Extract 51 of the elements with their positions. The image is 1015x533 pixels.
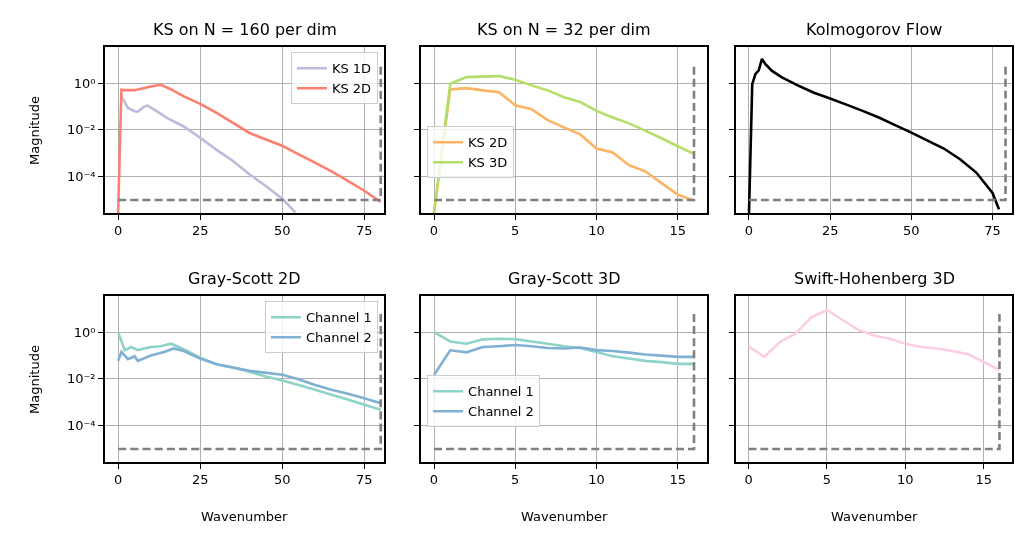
y-tick-label: 10⁻² [66,371,96,387]
x-tick-label: 50 [903,223,920,239]
legend-label: Channel 2 [468,404,534,420]
legend-label: KS 1D [331,61,372,77]
x-tick-label: 25 [191,472,209,488]
line-series [120,95,297,213]
y-tick-label: 10⁰ [73,75,96,91]
legend-label: KS 3D [468,155,508,171]
chart-title: Kolmogorov Flow [806,20,943,39]
chart-title: Gray-Scott 3D [508,269,621,288]
chart-title: Swift-Hohenberg 3D [794,269,956,288]
x-tick-label: 0 [744,223,754,239]
x-tick-label: 0 [113,472,123,488]
legend-label: KS 2D [468,135,508,151]
x-tick-label: 75 [356,223,373,239]
y-axis-title: Magnitude [26,96,42,165]
x-tick-label: 50 [273,223,291,239]
y-tick-label: 10⁰ [73,324,96,340]
x-tick-label: 5 [822,472,832,488]
x-axis-title: Wavenumber [521,509,609,524]
y-tick-label: 10⁻⁴ [66,418,96,434]
y-axis-title: Magnitude [26,345,42,414]
y-tick-label: 10⁻² [66,122,96,138]
x-tick-label: 10 [588,223,605,239]
legend-label: KS 2D [331,81,372,97]
x-tick-label: 75 [356,472,373,488]
x-tick-label: 5 [511,472,520,488]
x-tick-label: 15 [669,223,687,239]
x-axis-title: Wavenumber [201,509,289,524]
x-tick-label: 10 [588,472,605,488]
x-tick-label: 0 [429,472,439,488]
x-tick-label: 0 [744,472,753,488]
x-tick-label: 0 [113,223,123,239]
x-tick-label: 15 [669,472,687,488]
x-tick-label: 25 [821,223,839,239]
x-tick-label: 25 [191,223,209,239]
x-tick-label: 50 [273,472,291,488]
chart-title: Gray-Scott 2D [188,269,301,288]
legend-label: Channel 1 [468,384,534,400]
line-series [116,83,383,213]
chart-title: KS on N = 32 per dim [477,20,651,39]
x-tick-label: 0 [429,223,439,239]
x-tick-label: 10 [897,472,914,488]
x-axis-title: Wavenumber [831,509,919,524]
chart-title: KS on N = 160 per dim [153,20,337,39]
x-tick-label: 15 [975,472,993,488]
y-tick-label: 10⁻⁴ [66,169,96,185]
legend-label: Channel 2 [305,330,372,346]
x-tick-label: 75 [984,223,1001,239]
x-tick-label: 5 [511,223,520,239]
legend-label: Channel 1 [305,310,372,326]
